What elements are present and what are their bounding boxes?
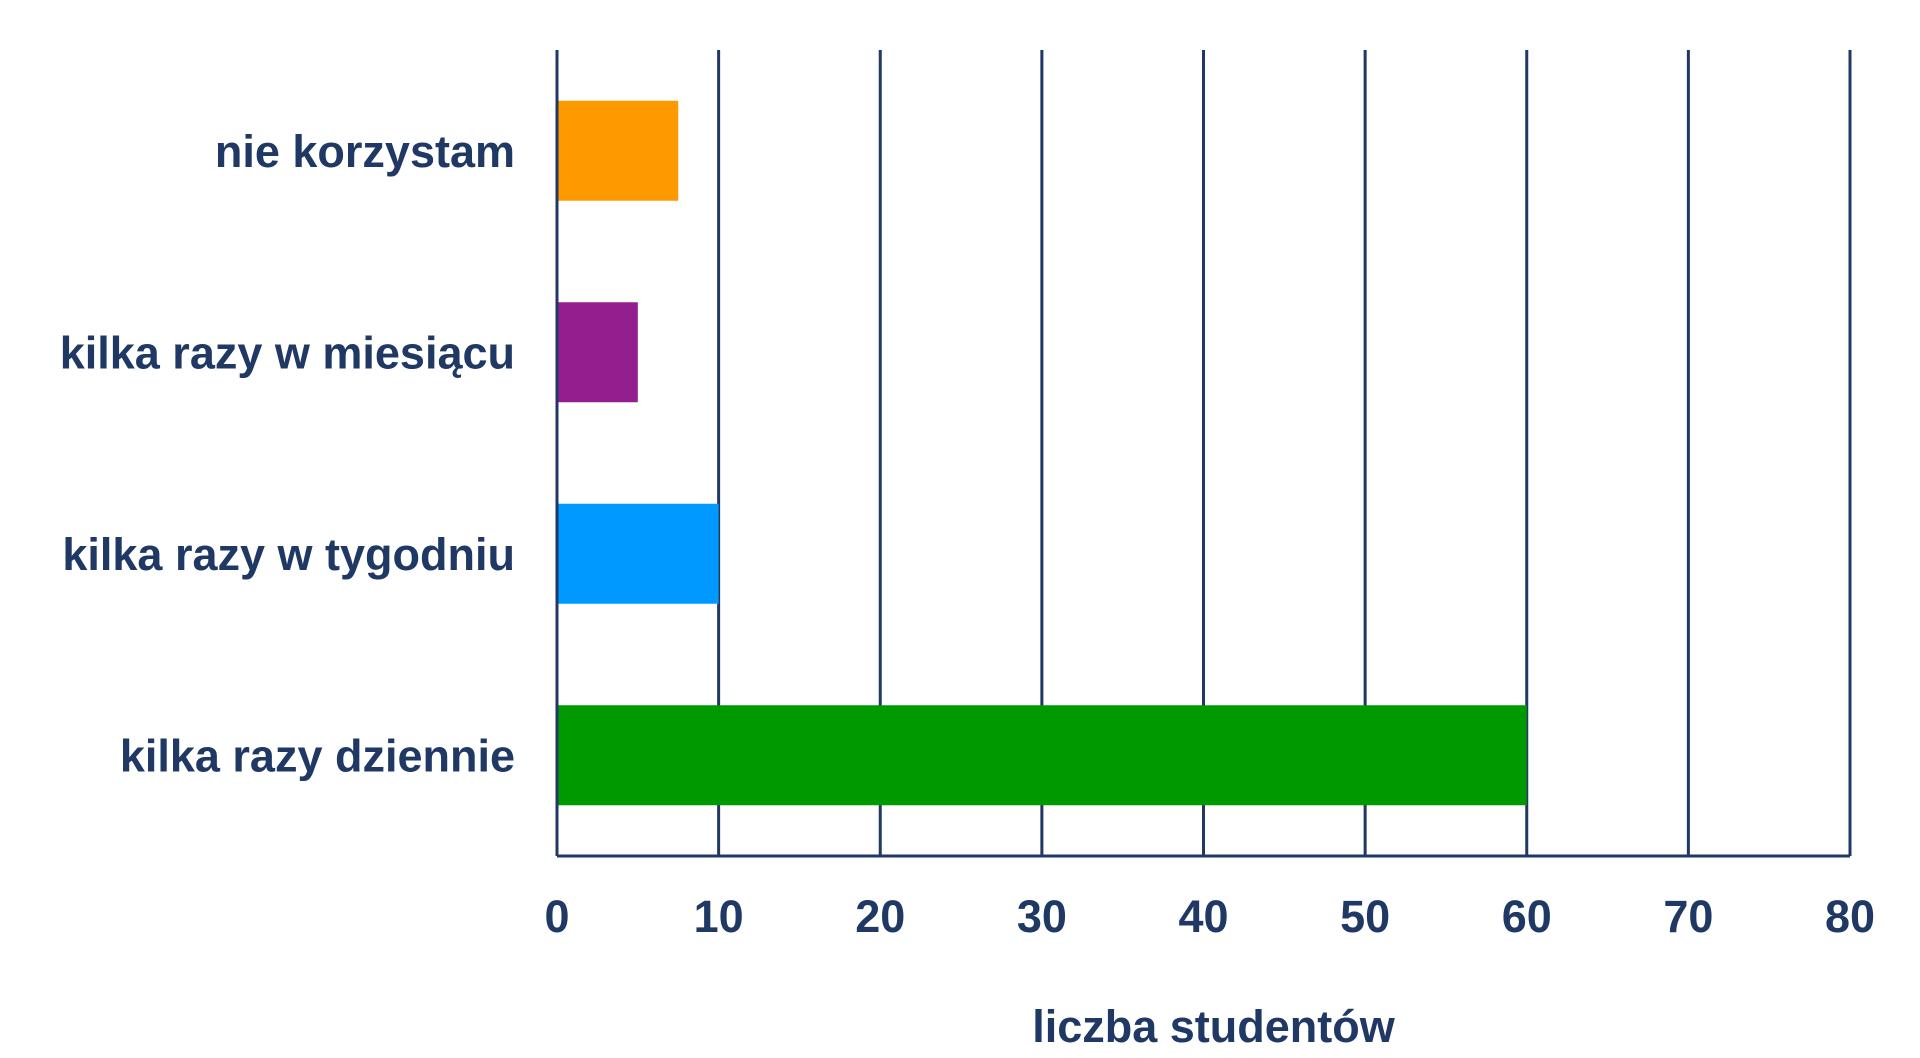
category-label: nie korzystam bbox=[215, 126, 515, 177]
bars bbox=[557, 100, 1527, 806]
x-tick-label: 0 bbox=[544, 891, 569, 942]
bar bbox=[557, 503, 719, 604]
x-tick-label: 30 bbox=[1017, 891, 1067, 942]
category-labels: nie korzystam kilka razy w miesiącu kilka … bbox=[60, 126, 515, 782]
category-label: kilka razy w tygodniu bbox=[62, 529, 515, 580]
x-tick-label: 20 bbox=[855, 891, 905, 942]
x-tick-label: 40 bbox=[1178, 891, 1228, 942]
category-label: kilka razy w miesiącu bbox=[60, 327, 515, 378]
gridlines bbox=[717, 50, 1852, 856]
x-tick-label: 80 bbox=[1825, 891, 1875, 942]
x-tick-label: 60 bbox=[1502, 891, 1552, 942]
axes bbox=[555, 50, 1850, 858]
bar bbox=[557, 302, 638, 403]
x-tick-label: 70 bbox=[1663, 891, 1713, 942]
category-label: kilka razy dziennie bbox=[120, 730, 515, 781]
x-tick-label: 50 bbox=[1340, 891, 1390, 942]
bar bbox=[557, 100, 679, 201]
x-tick-label: 10 bbox=[694, 891, 744, 942]
x-axis-title: liczba studentów bbox=[1032, 1001, 1396, 1052]
tick-labels: 0 10 20 30 40 50 60 70 80 bbox=[544, 891, 1875, 942]
bar bbox=[557, 705, 1527, 806]
